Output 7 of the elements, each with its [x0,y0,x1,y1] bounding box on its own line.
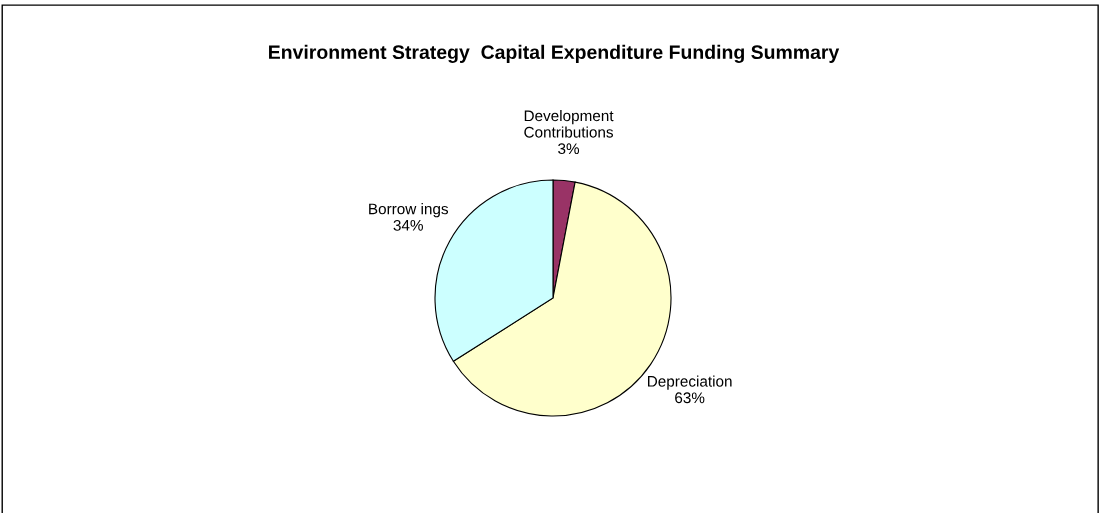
chart-title: Environment Strategy Capital Expenditure Funding Summary [269,44,840,63]
slice-label: Borrow ings [369,203,449,218]
data-label: 3% [558,143,580,155]
slice-label: Development Contributions [524,109,614,138]
slice-label: Depreciation [648,375,732,390]
data-label: 34% [393,219,423,231]
data-label: 63% [675,392,705,404]
